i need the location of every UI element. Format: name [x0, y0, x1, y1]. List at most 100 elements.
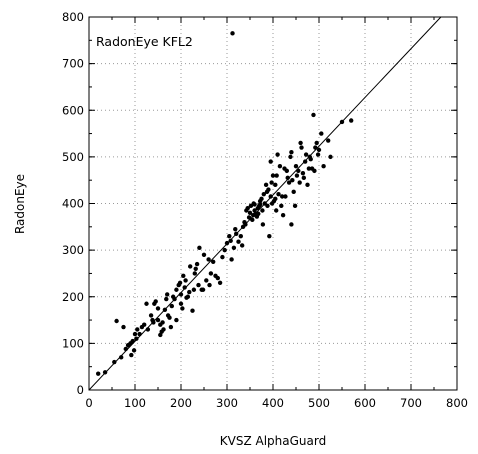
- y-tick-label: 400: [62, 197, 84, 211]
- data-point: [305, 182, 310, 188]
- data-point: [268, 159, 273, 164]
- data-point: [299, 145, 304, 150]
- data-point: [270, 173, 276, 178]
- data-point: [303, 152, 309, 157]
- data-point: [161, 327, 166, 332]
- data-point: [293, 164, 299, 169]
- data-point: [220, 254, 225, 260]
- data-point: [319, 131, 324, 136]
- data-point: [190, 308, 195, 313]
- data-point: [167, 315, 172, 320]
- y-axis-label: RadonEye: [13, 174, 27, 234]
- data-point: [191, 287, 197, 292]
- data-point: [291, 189, 296, 195]
- data-point: [286, 180, 292, 185]
- data-point: [298, 140, 303, 146]
- data-point: [148, 313, 154, 318]
- data-point: [233, 226, 238, 232]
- data-point: [290, 177, 295, 183]
- data-point: [284, 168, 289, 174]
- data-point: [231, 245, 237, 250]
- data-point: [119, 355, 124, 360]
- data-point: [177, 280, 183, 285]
- data-point: [144, 301, 149, 306]
- data-point: [311, 112, 316, 118]
- y-tick-label: 800: [62, 10, 84, 24]
- data-point: [260, 222, 266, 227]
- data-point: [208, 271, 214, 276]
- data-point: [283, 194, 288, 199]
- data-point: [301, 175, 307, 181]
- data-point: [187, 289, 192, 295]
- data-point: [188, 264, 193, 269]
- data-point: [200, 287, 206, 292]
- data-point: [215, 275, 220, 281]
- data-point: [266, 187, 271, 192]
- data-point: [314, 140, 319, 146]
- data-point: [257, 202, 263, 207]
- data-point: [261, 191, 266, 197]
- data-point: [180, 306, 185, 311]
- data-point: [297, 180, 302, 185]
- data-point: [294, 173, 300, 178]
- x-tick-label: 600: [354, 396, 376, 410]
- data-point: [112, 359, 117, 365]
- data-point: [169, 303, 174, 309]
- data-point: [280, 194, 285, 199]
- data-point: [174, 317, 179, 323]
- data-point: [267, 233, 272, 239]
- x-tick-label: 500: [308, 396, 330, 410]
- data-point: [230, 31, 235, 36]
- data-point: [217, 280, 223, 285]
- data-point: [193, 266, 198, 271]
- data-point: [259, 196, 264, 202]
- x-tick-label: 100: [124, 396, 146, 410]
- data-point: [260, 208, 265, 213]
- x-tick-label: 200: [170, 396, 192, 410]
- data-point: [277, 164, 283, 169]
- data-point: [197, 245, 202, 250]
- data-point: [168, 324, 174, 330]
- data-point: [196, 282, 201, 288]
- data-point: [181, 273, 186, 278]
- data-point: [236, 239, 241, 244]
- data-point: [178, 301, 184, 306]
- data-point: [280, 212, 286, 218]
- data-point: [268, 194, 273, 199]
- data-point: [222, 247, 227, 253]
- y-tick-label: 100: [62, 336, 84, 350]
- data-point: [165, 292, 170, 297]
- data-point: [256, 211, 261, 216]
- x-tick-label: 400: [262, 396, 284, 410]
- x-tick-label: 0: [85, 396, 92, 410]
- data-point: [300, 170, 306, 176]
- x-tick-label: 800: [446, 396, 468, 410]
- data-point: [349, 118, 354, 123]
- y-tick-label: 300: [62, 243, 84, 257]
- data-point: [238, 233, 243, 239]
- data-point: [263, 182, 269, 188]
- data-point: [135, 327, 140, 332]
- fit-line: [88, 16, 442, 391]
- tick-labels: 0 100 200 300 400 500 600 700 800 0 100 200 300 400 50…: [62, 10, 468, 410]
- data-point: [142, 322, 147, 327]
- y-tick-label: 200: [62, 290, 84, 304]
- data-point: [192, 271, 197, 276]
- data-point: [279, 203, 284, 209]
- y-tick-label: 0: [77, 383, 84, 397]
- data-point: [252, 202, 257, 207]
- data-point: [328, 154, 333, 160]
- x-axis-label: KVSZ AlphaGuard: [220, 434, 326, 448]
- data-point: [276, 191, 281, 197]
- data-point: [274, 208, 279, 213]
- data-point: [211, 259, 216, 264]
- data-point: [326, 138, 331, 143]
- data-point: [114, 318, 119, 324]
- data-point: [153, 299, 158, 304]
- data-point: [182, 285, 187, 290]
- data-point: [134, 336, 139, 341]
- data-point: [183, 278, 188, 283]
- data-points: [96, 31, 354, 376]
